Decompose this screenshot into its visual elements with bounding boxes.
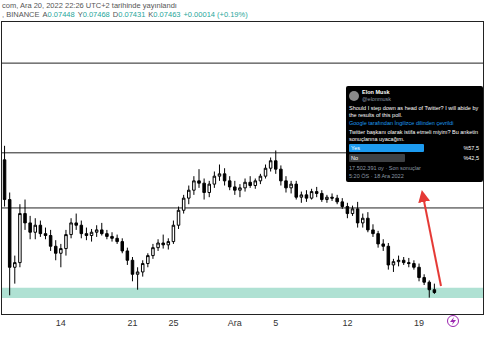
html-text:com, Ara 20, 2022 22:26 UTC+2: com, Ara 20, 2022 22:26 UTC+2 tarihinde … <box>2 1 177 10</box>
html-text:@elonmusk: @elonmusk <box>362 95 392 102</box>
svg-text:12: 12 <box>342 318 352 328</box>
svg-text:19: 19 <box>414 318 424 328</box>
svg-text:25: 25 <box>168 318 178 328</box>
html-text:, BINANCE A 0.07448 Y 0.07468: , BINANCE A 0.07448 Y 0.07468 D 0.07431 … <box>2 10 248 19</box>
html-text:%57,5: %57,5 <box>463 145 479 152</box>
html-text:Should I step down as head of: Should I step down as head of Twitter? I… <box>349 105 479 118</box>
html-text:5:20 ÖS · 18 Ara 2022: 5:20 ÖS · 18 Ara 2022 <box>349 172 404 179</box>
html-text:Google tarafından İngilizce di: Google tarafından İngilizce dilinden çev… <box>349 120 454 127</box>
svg-text:21: 21 <box>127 318 137 328</box>
html-text:%42,5: %42,5 <box>463 155 479 162</box>
html-text:17.502.391 oy · Son sonuçlar: 17.502.391 oy · Son sonuçlar <box>349 165 421 172</box>
html-text:Elon Musk: Elon Musk <box>362 89 390 95</box>
html-text:Twitter başkanı olarak istifa: Twitter başkanı olarak istifa etmeli miy… <box>349 129 478 142</box>
svg-text:5: 5 <box>273 318 278 328</box>
html-text:Yes: Yes <box>351 145 360 152</box>
html-text:No: No <box>351 155 358 162</box>
svg-text:Ara: Ara <box>228 318 242 328</box>
svg-text:14: 14 <box>56 318 66 328</box>
